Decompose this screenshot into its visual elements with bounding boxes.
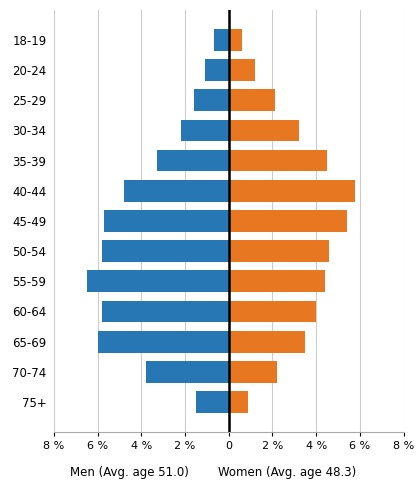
- Bar: [229, 180, 355, 202]
- Bar: [194, 89, 229, 111]
- Bar: [102, 300, 229, 323]
- Text: Women (Avg. age 48.3): Women (Avg. age 48.3): [218, 466, 356, 479]
- Bar: [104, 210, 229, 232]
- Bar: [181, 119, 229, 141]
- Bar: [229, 391, 248, 413]
- Bar: [229, 300, 316, 323]
- Bar: [87, 271, 229, 292]
- Bar: [157, 150, 229, 171]
- Bar: [102, 240, 229, 262]
- Bar: [124, 180, 229, 202]
- Bar: [98, 331, 229, 353]
- Bar: [229, 59, 255, 81]
- Bar: [229, 271, 325, 292]
- Bar: [229, 331, 305, 353]
- Bar: [229, 240, 329, 262]
- Bar: [146, 361, 229, 382]
- Bar: [229, 361, 277, 382]
- Bar: [229, 29, 242, 51]
- Bar: [196, 391, 229, 413]
- Bar: [229, 150, 327, 171]
- Bar: [205, 59, 229, 81]
- Bar: [229, 210, 347, 232]
- Bar: [229, 89, 275, 111]
- Text: Men (Avg. age 51.0): Men (Avg. age 51.0): [69, 466, 188, 479]
- Bar: [229, 119, 299, 141]
- Bar: [213, 29, 229, 51]
